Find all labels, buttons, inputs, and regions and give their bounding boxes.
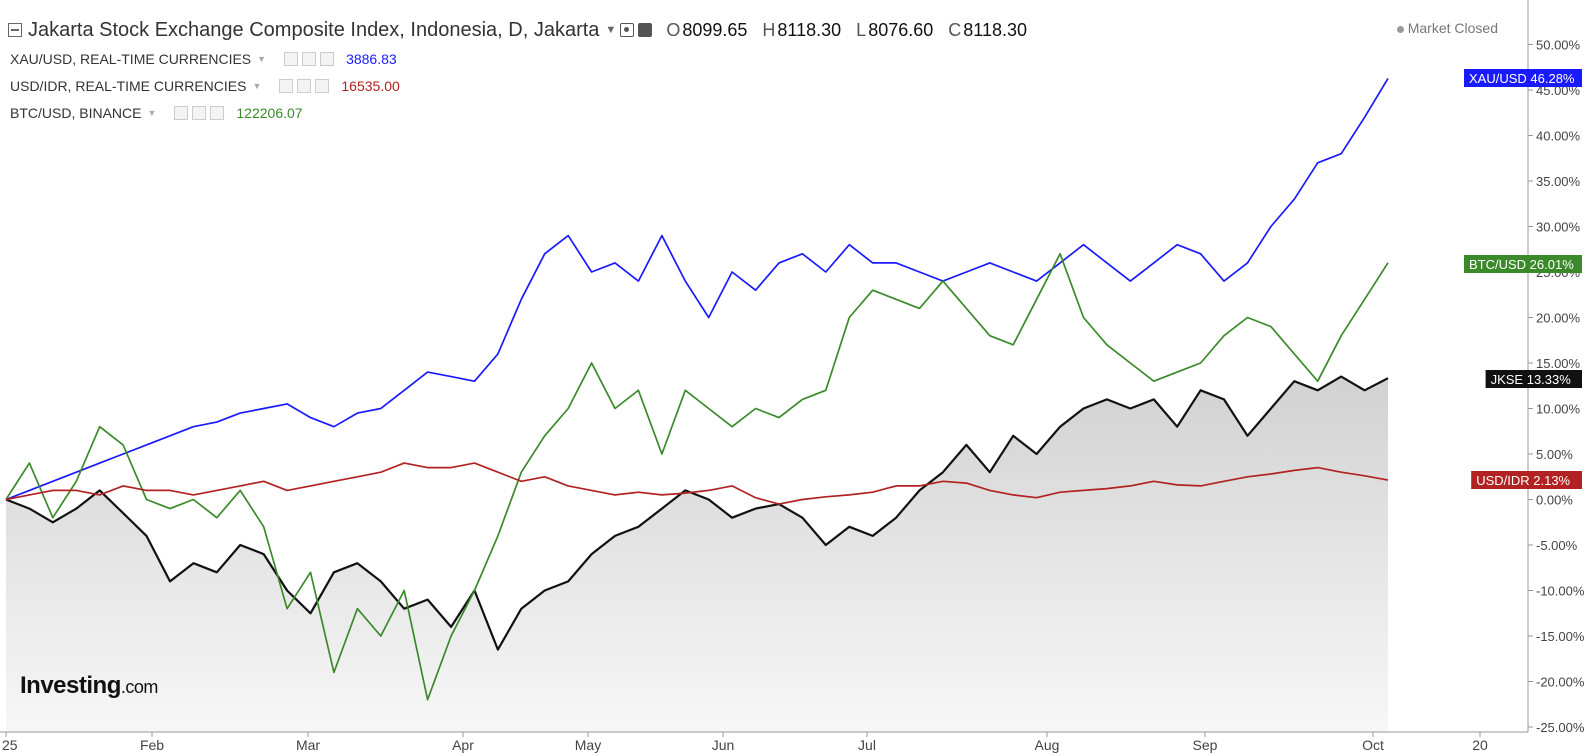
eye-icon[interactable] [174, 106, 189, 120]
close-icon[interactable] [210, 106, 225, 120]
svg-text:USD/IDR 2.13%: USD/IDR 2.13% [1476, 473, 1570, 488]
gear-icon[interactable] [192, 106, 207, 120]
gear-icon[interactable] [297, 79, 312, 93]
svg-text:XAU/USD 46.28%: XAU/USD 46.28% [1469, 71, 1575, 86]
x-tick-label: 20 [1472, 737, 1488, 753]
chevron-down-icon[interactable]: ▼ [605, 24, 617, 36]
logo-suffix: .com [120, 677, 159, 697]
y-tick-label: -10.00% [1536, 584, 1585, 599]
high-key: H [762, 19, 776, 40]
y-tick-label: 5.00% [1536, 447, 1573, 462]
gear-icon[interactable] [638, 23, 653, 37]
legend-label-usdidr: USD/IDR, REAL-TIME CURRENCIES [10, 78, 247, 94]
close-key: C [948, 19, 962, 40]
y-tick-label: -25.00% [1536, 720, 1585, 735]
y-tick-label: -20.00% [1536, 675, 1585, 690]
x-tick-label: May [575, 737, 601, 753]
x-tick-label: Aug [1035, 737, 1060, 753]
x-tick-label: Jul [858, 737, 876, 753]
legend-value-usdidr: 16535.00 [341, 78, 400, 94]
eye-icon[interactable] [284, 52, 299, 66]
y-tick-label: -5.00% [1536, 538, 1578, 553]
gear-icon[interactable] [302, 52, 317, 66]
series-tag-xauusd: XAU/USD 46.28% [1464, 69, 1582, 87]
chevron-down-icon[interactable]: ▼ [147, 108, 157, 118]
eye-icon[interactable] [620, 23, 635, 37]
y-tick-label: 20.00% [1536, 311, 1581, 326]
legend-item-usdidr[interactable]: USD/IDR, REAL-TIME CURRENCIES ▼ 16535.00 [10, 75, 400, 97]
high-value: 8118.30 [777, 19, 842, 40]
eye-icon[interactable] [279, 79, 294, 93]
legend-value-xau: 3886.83 [346, 51, 397, 67]
close-value: 8118.30 [963, 19, 1028, 40]
x-tick-label: Sep [1193, 737, 1218, 753]
y-tick-label: 10.00% [1536, 402, 1581, 417]
series-tag-btcusd: BTC/USD 26.01% [1464, 255, 1582, 273]
status-dot-icon [1396, 25, 1404, 33]
legend-item-btc[interactable]: BTC/USD, BINANCE ▼ 122206.07 [10, 102, 303, 124]
series-line-btcusd[interactable] [5, 252, 1389, 701]
series-line-jkse[interactable] [5, 375, 1389, 651]
market-status-text: Market Closed [1407, 20, 1498, 36]
y-tick-label: 50.00% [1536, 38, 1581, 53]
legend-label-xau: XAU/USD, REAL-TIME CURRENCIES [10, 51, 252, 67]
open-key: O [666, 19, 681, 40]
collapse-icon[interactable] [8, 23, 22, 37]
series-area-jkse [6, 376, 1388, 732]
x-tick-label: Feb [140, 737, 164, 753]
legend-item-xau[interactable]: XAU/USD, REAL-TIME CURRENCIES ▼ 3886.83 [10, 48, 397, 70]
legend-label-btc: BTC/USD, BINANCE [10, 105, 142, 121]
market-status: Market Closed [1396, 20, 1498, 36]
close-icon[interactable] [315, 79, 330, 93]
y-tick-label: 40.00% [1536, 129, 1581, 144]
x-tick-label: 25 [2, 737, 18, 753]
x-tick-label: Oct [1362, 737, 1384, 753]
legend-value-btc: 122206.07 [236, 105, 303, 121]
chevron-down-icon[interactable]: ▼ [252, 81, 262, 91]
low-value: 8076.60 [868, 19, 934, 40]
series-line-xauusd[interactable] [5, 77, 1389, 501]
investing-logo: Investing.com [20, 672, 158, 700]
y-tick-label: 0.00% [1536, 493, 1573, 508]
y-tick-label: 35.00% [1536, 174, 1581, 189]
chart-title[interactable]: Jakarta Stock Exchange Composite Index, … [28, 18, 600, 41]
logo-brand: Investing [20, 672, 121, 699]
svg-text:JKSE 13.33%: JKSE 13.33% [1491, 372, 1572, 387]
chevron-down-icon[interactable]: ▼ [257, 54, 267, 64]
y-tick-label: -15.00% [1536, 629, 1585, 644]
svg-text:BTC/USD 26.01%: BTC/USD 26.01% [1469, 257, 1574, 272]
x-tick-label: Apr [452, 737, 474, 753]
open-value: 8099.65 [682, 19, 748, 40]
series-line-usdidr[interactable] [5, 462, 1389, 505]
y-tick-label: 30.00% [1536, 220, 1581, 235]
chart-header: Jakarta Stock Exchange Composite Index, … [8, 16, 1037, 44]
x-tick-label: Mar [296, 737, 320, 753]
x-tick-label: Jun [712, 737, 735, 753]
series-tag-jkse: JKSE 13.33% [1485, 370, 1582, 388]
ohlc-readout: O 8099.65 H 8118.30 L 8076.60 C 8118.30 [666, 20, 1037, 41]
series-tag-usdidr: USD/IDR 2.13% [1471, 471, 1582, 489]
low-key: L [856, 19, 867, 40]
y-tick-label: 15.00% [1536, 356, 1581, 371]
close-icon[interactable] [320, 52, 335, 66]
